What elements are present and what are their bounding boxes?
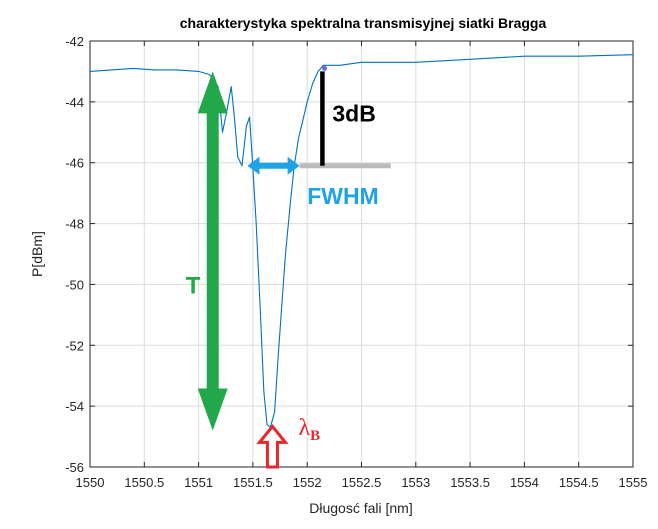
- fwhm-double-arrow: [247, 156, 300, 175]
- y-ticks: -42 -44 -46 -48 -50 -52 -54 -56: [65, 34, 633, 475]
- lambda-b-arrow: [256, 424, 289, 469]
- chart-title: charakterystyka spektralna transmisyjnej…: [180, 15, 547, 31]
- y-tick-label: -52: [65, 338, 84, 353]
- x-tick-label: 1552.5: [342, 475, 382, 490]
- x-tick-label: 1555: [619, 475, 648, 490]
- y-tick-label: -56: [65, 460, 84, 475]
- y-axis-label: P[dBm]: [29, 231, 45, 277]
- three-db-label: 3dB: [332, 101, 375, 127]
- x-tick-label: 1553: [401, 475, 430, 490]
- grid: [90, 41, 633, 467]
- x-tick-label: 1554: [510, 475, 539, 490]
- y-tick-label: -48: [65, 217, 84, 232]
- peak-marker: [322, 65, 328, 71]
- x-tick-label: 1550: [76, 475, 105, 490]
- y-tick-label: -44: [65, 95, 84, 110]
- x-tick-label: 1551.5: [233, 475, 273, 490]
- x-tick-label: 1553.5: [450, 475, 490, 490]
- t-label: T: [186, 273, 201, 300]
- x-ticks: 1550 1550.5 1551 1551.5 1552 1552.5 1553 1553.5…: [76, 41, 648, 490]
- y-tick-label: -50: [65, 277, 84, 292]
- lambda-b-subscript: B: [310, 428, 320, 444]
- plot-frame: [89, 40, 634, 468]
- t-double-arrow: [197, 71, 228, 431]
- y-tick-label: -42: [65, 34, 84, 49]
- x-tick-label: 1552: [293, 475, 322, 490]
- fwhm-label: FWHM: [307, 183, 379, 209]
- y-tick-label: -46: [65, 156, 84, 171]
- x-tick-label: 1550.5: [124, 475, 164, 490]
- y-tick-label: -54: [65, 399, 84, 414]
- x-tick-label: 1554.5: [559, 475, 599, 490]
- x-tick-label: 1551: [184, 475, 213, 490]
- x-axis-label: Długosć fali [nm]: [309, 500, 412, 516]
